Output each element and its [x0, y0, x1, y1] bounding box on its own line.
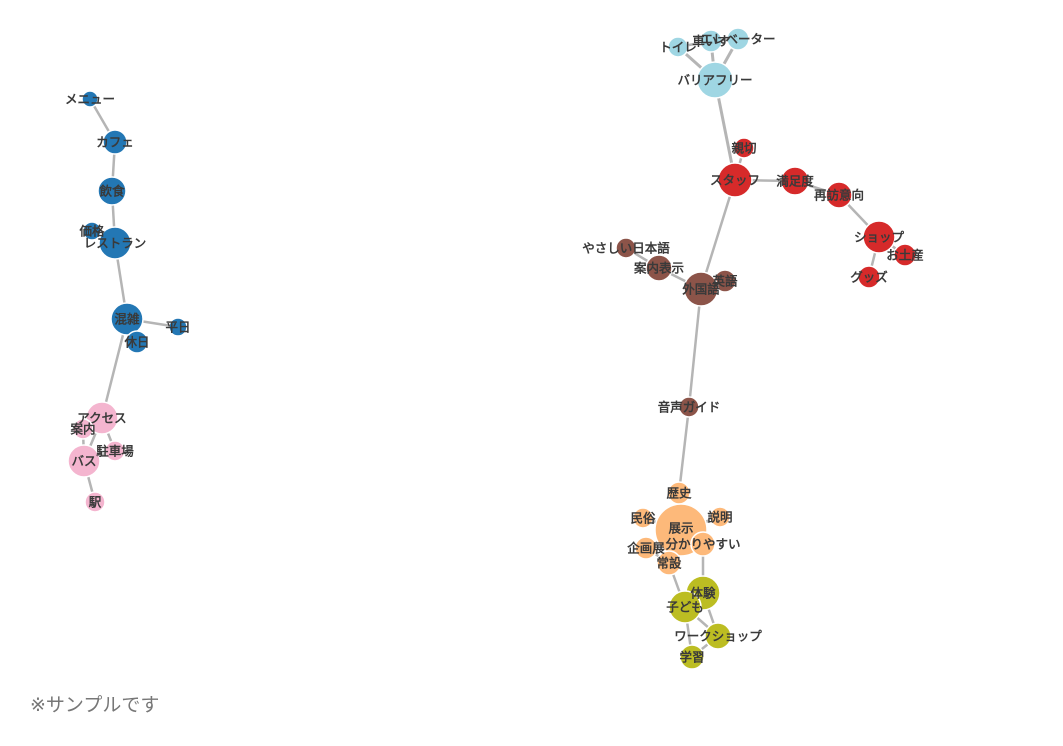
- node-shop: [862, 220, 896, 254]
- node-label-restaurant: レストラン: [84, 236, 147, 251]
- node-explain: [709, 506, 731, 528]
- node-label-special: 企画展: [626, 541, 665, 556]
- node-label-bus: バス: [71, 454, 96, 469]
- node-label-holiday: 休日: [123, 335, 149, 350]
- node-menu: [81, 90, 99, 108]
- node-goods: [857, 265, 881, 289]
- node-food: [97, 176, 127, 206]
- node-label-satisfaction: 満足度: [776, 174, 814, 189]
- node-label-history: 歴史: [666, 486, 692, 501]
- node-wheelchair: [699, 29, 723, 53]
- node-restaurant: [98, 226, 132, 260]
- node-label-workshop: ワークショップ: [674, 629, 762, 644]
- edge-foreign-audioguide: [687, 287, 703, 409]
- node-label-barrierfree: バリアフリー: [677, 73, 752, 88]
- node-label-price: 価格: [78, 224, 105, 239]
- node-station: [84, 491, 106, 513]
- node-label-permanent: 常設: [656, 556, 682, 571]
- node-cafe: [102, 129, 128, 155]
- node-label-elevator: エレベーター: [700, 32, 775, 47]
- node-label-access: アクセス: [77, 411, 126, 426]
- node-revisit: [825, 181, 853, 209]
- node-label-wheelchair: 車いす: [692, 34, 730, 49]
- node-kind: [733, 137, 755, 159]
- node-label-learning: 学習: [679, 650, 704, 665]
- node-permanent: [656, 550, 682, 576]
- node-label-food: 飲食: [98, 184, 125, 199]
- node-parking: [104, 440, 126, 462]
- node-label-explain: 説明: [707, 510, 732, 525]
- node-label-children: 子ども: [666, 600, 704, 615]
- node-label-menu: メニュー: [65, 92, 115, 107]
- node-easyjp: [615, 237, 637, 259]
- node-label-cafe: カフェ: [96, 135, 134, 150]
- node-elevator: [726, 27, 750, 51]
- edge-crowded-access: [100, 317, 129, 420]
- node-staff: [717, 162, 753, 198]
- node-label-kind: 親切: [731, 141, 756, 156]
- node-workshop: [704, 622, 732, 650]
- node-learning: [679, 644, 705, 670]
- node-toilet: [667, 36, 689, 58]
- node-label-exhibit: 展示: [668, 521, 694, 536]
- node-label-souvenir: お土産: [886, 248, 924, 263]
- node-crowded: [110, 302, 144, 336]
- node-label-guide: 案内: [69, 422, 95, 437]
- node-label-understandable: 分かりやすい: [665, 537, 740, 552]
- node-price: [82, 221, 102, 241]
- node-satisfaction: [780, 166, 810, 196]
- node-label-toilet: トイレ: [659, 40, 697, 55]
- node-label-audioguide: 音声ガイド: [658, 400, 721, 415]
- node-weekday: [168, 317, 188, 337]
- node-label-signage: 案内表示: [633, 261, 685, 276]
- node-label-weekday: 平日: [165, 320, 190, 335]
- sample-note: ※サンプルです: [30, 694, 160, 716]
- node-access: [85, 401, 119, 435]
- node-folk: [632, 507, 654, 529]
- node-bus: [67, 444, 101, 478]
- node-souvenir: [893, 243, 917, 267]
- node-special: [634, 536, 658, 560]
- node-label-foreign: 外国語: [681, 282, 720, 297]
- node-label-english: 英語: [712, 274, 738, 289]
- edge-audioguide-history: [677, 405, 691, 495]
- node-label-folk: 民俗: [630, 511, 656, 526]
- node-label-staff: スタッフ: [710, 173, 760, 188]
- node-label-station: 駅: [88, 495, 102, 510]
- node-guide: [72, 418, 94, 440]
- node-label-parking: 駐車場: [96, 444, 134, 459]
- node-foreign: [683, 271, 719, 307]
- node-understandable: [690, 531, 716, 557]
- node-barrierfree: [696, 61, 734, 99]
- node-signage: [645, 254, 673, 282]
- node-holiday: [125, 330, 149, 354]
- node-audioguide: [678, 396, 700, 418]
- node-label-easyjp: やさしい日本語: [582, 241, 670, 256]
- node-layer: [67, 27, 917, 670]
- node-label-revisit: 再訪意向: [814, 188, 864, 203]
- node-children: [668, 590, 702, 624]
- edge-layer: [81, 37, 907, 659]
- node-label-experience: 体験: [690, 586, 716, 601]
- node-label-shop: ショップ: [854, 230, 905, 245]
- edge-staff-foreign: [699, 178, 737, 291]
- node-label-crowded: 混雑: [114, 312, 140, 327]
- node-label-goods: グッズ: [850, 270, 888, 285]
